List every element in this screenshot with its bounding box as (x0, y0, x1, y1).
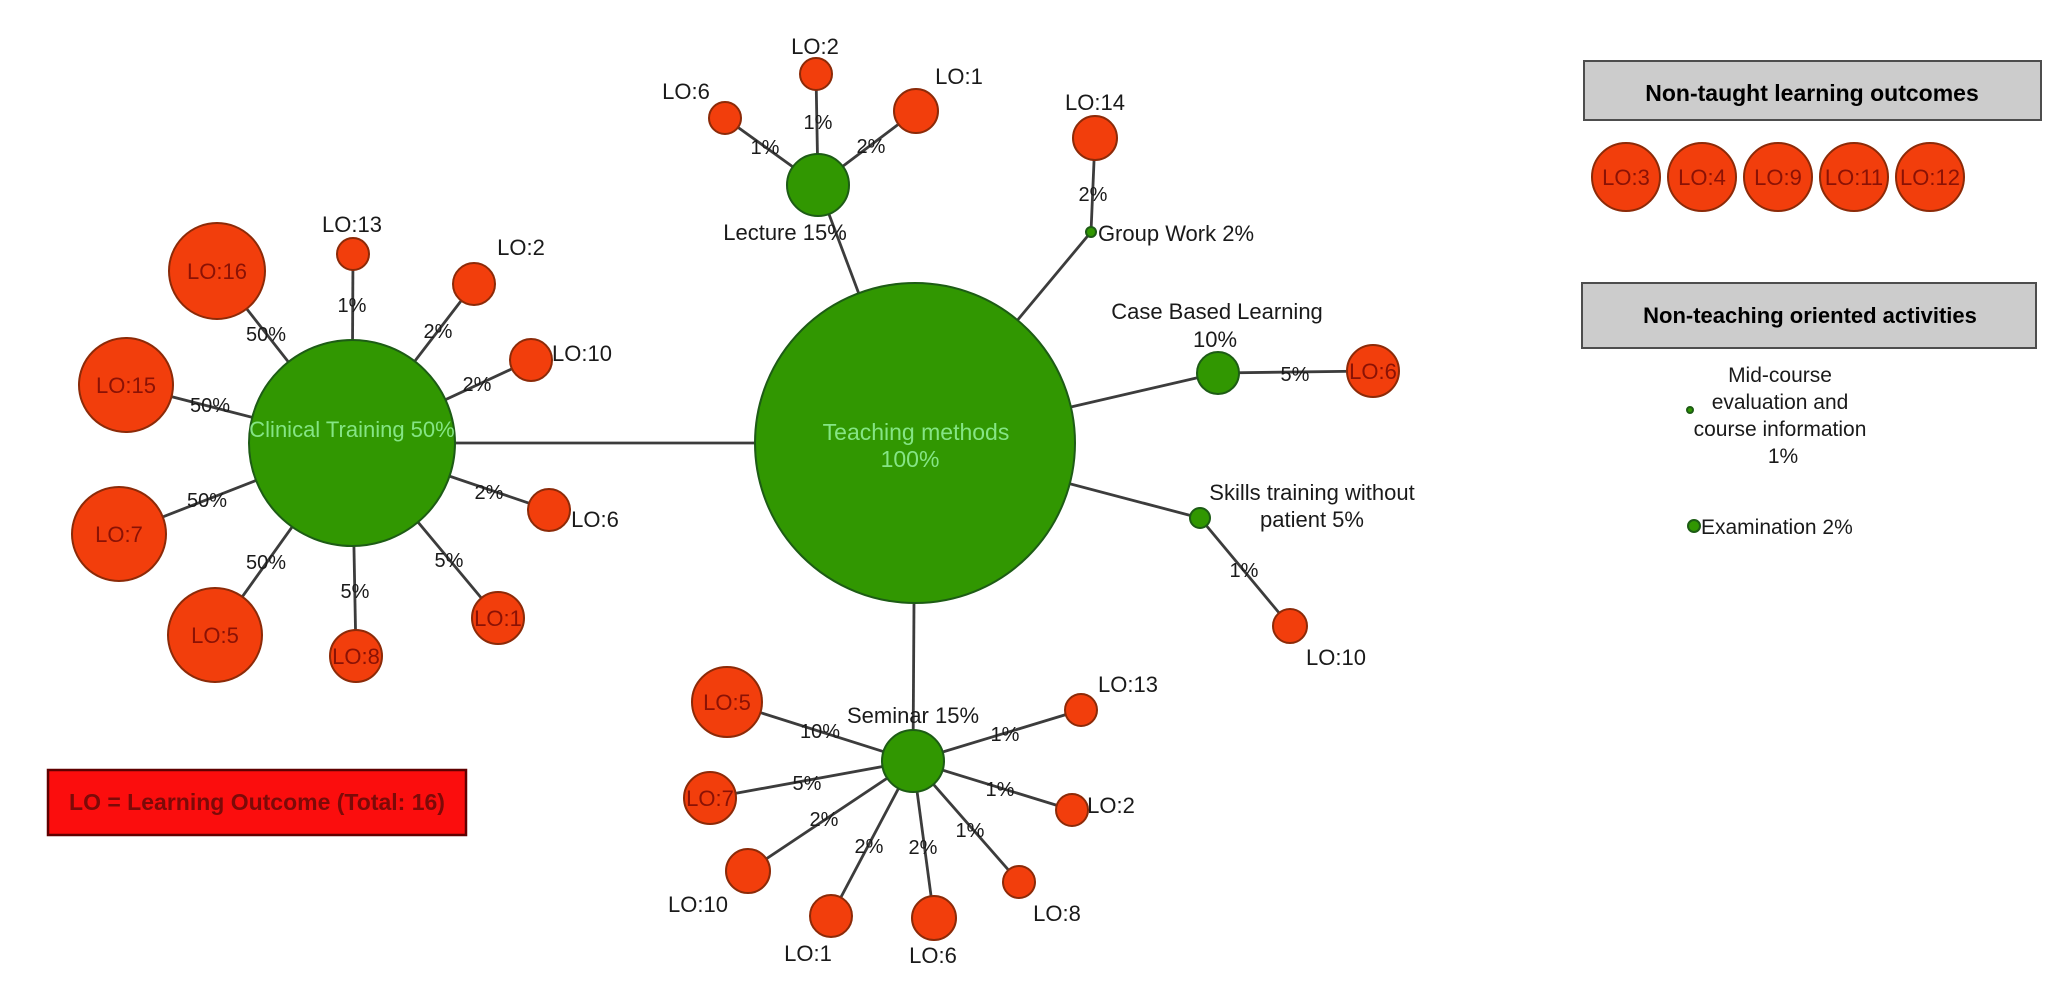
svg-text:100%: 100% (881, 446, 940, 472)
svg-text:LO:8: LO:8 (332, 644, 380, 669)
svg-text:LO:1: LO:1 (784, 941, 832, 966)
svg-text:LO:2: LO:2 (497, 235, 545, 260)
svg-text:2%: 2% (857, 136, 886, 158)
svg-text:LO:6: LO:6 (909, 943, 957, 968)
svg-text:50%: 50% (190, 395, 230, 417)
svg-text:10%: 10% (800, 721, 840, 743)
svg-text:5%: 5% (435, 550, 464, 572)
svg-text:Examination 2%: Examination 2% (1701, 516, 1853, 539)
svg-text:50%: 50% (187, 490, 227, 512)
svg-text:LO:3: LO:3 (1602, 165, 1650, 190)
svg-text:LO:5: LO:5 (191, 623, 239, 648)
svg-text:LO:10: LO:10 (1306, 645, 1366, 670)
svg-text:50%: 50% (246, 552, 286, 574)
svg-text:LO:11: LO:11 (1825, 165, 1883, 190)
svg-text:5%: 5% (1281, 364, 1310, 386)
svg-text:LO:1: LO:1 (935, 64, 983, 89)
svg-text:LO:13: LO:13 (322, 212, 382, 237)
svg-text:LO:10: LO:10 (552, 341, 612, 366)
svg-text:Non-taught learning outcomes: Non-taught learning outcomes (1645, 80, 1979, 106)
svg-text:LO:12: LO:12 (1900, 165, 1960, 190)
svg-text:LO:13: LO:13 (1098, 672, 1158, 697)
svg-text:evaluation and: evaluation and (1712, 391, 1849, 414)
svg-text:1%: 1% (1230, 560, 1259, 582)
svg-text:LO:6: LO:6 (662, 79, 710, 104)
svg-text:5%: 5% (793, 773, 822, 795)
svg-text:Seminar 15%: Seminar 15% (847, 703, 979, 728)
svg-text:LO = Learning Outcome (Total:: LO = Learning Outcome (Total: 16) (69, 789, 445, 815)
svg-text:Lecture 15%: Lecture 15% (723, 220, 847, 245)
svg-text:LO:16: LO:16 (187, 259, 247, 284)
svg-text:LO:6: LO:6 (571, 507, 619, 532)
svg-text:LO:8: LO:8 (1033, 901, 1081, 926)
svg-text:LO:6: LO:6 (1349, 359, 1397, 384)
svg-text:LO:5: LO:5 (703, 690, 751, 715)
svg-text:LO:7: LO:7 (95, 522, 143, 547)
svg-text:LO:7: LO:7 (686, 786, 734, 811)
svg-text:LO:2: LO:2 (791, 34, 839, 59)
svg-text:1%: 1% (986, 779, 1015, 801)
svg-text:Case Based Learning: Case Based Learning (1111, 299, 1323, 324)
svg-text:LO:4: LO:4 (1678, 165, 1726, 190)
svg-text:2%: 2% (810, 809, 839, 831)
svg-text:Clinical Training 50%: Clinical Training 50% (249, 417, 454, 442)
svg-text:10%: 10% (1193, 327, 1237, 352)
svg-text:LO:15: LO:15 (96, 373, 156, 398)
svg-text:patient 5%: patient 5% (1260, 507, 1364, 532)
svg-text:course information: course information (1694, 418, 1867, 441)
svg-text:2%: 2% (909, 837, 938, 859)
svg-text:Skills training without: Skills training without (1209, 480, 1414, 505)
svg-text:LO:9: LO:9 (1754, 165, 1802, 190)
svg-text:5%: 5% (341, 581, 370, 603)
svg-text:Teaching methods: Teaching methods (823, 419, 1010, 445)
svg-text:2%: 2% (475, 482, 504, 504)
svg-text:Group Work 2%: Group Work 2% (1098, 221, 1254, 246)
svg-text:2%: 2% (1079, 184, 1108, 206)
svg-text:LO:1: LO:1 (474, 606, 522, 631)
svg-text:1%: 1% (956, 820, 985, 842)
svg-text:Non-teaching oriented activiti: Non-teaching oriented activities (1643, 303, 1977, 328)
svg-text:LO:2: LO:2 (1087, 793, 1135, 818)
svg-text:50%: 50% (246, 324, 286, 346)
svg-text:1%: 1% (751, 137, 780, 159)
svg-text:2%: 2% (424, 321, 453, 343)
svg-text:1%: 1% (991, 724, 1020, 746)
svg-text:1%: 1% (804, 112, 833, 134)
svg-text:LO:10: LO:10 (668, 892, 728, 917)
svg-text:1%: 1% (338, 295, 367, 317)
svg-text:2%: 2% (855, 836, 884, 858)
svg-text:LO:14: LO:14 (1065, 90, 1125, 115)
svg-text:Mid-course: Mid-course (1728, 364, 1832, 387)
svg-text:1%: 1% (1768, 445, 1798, 468)
svg-text:2%: 2% (463, 374, 492, 396)
